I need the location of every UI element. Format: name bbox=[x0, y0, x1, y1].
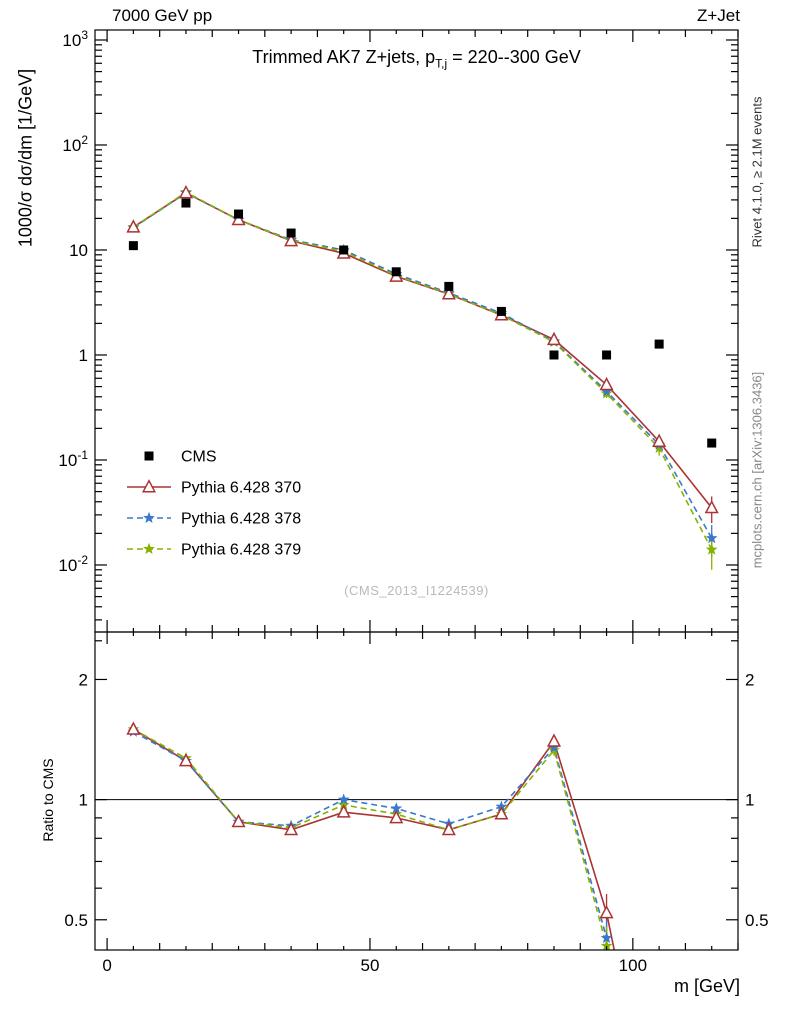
data-marker bbox=[705, 543, 718, 555]
data-marker bbox=[126, 219, 141, 233]
data-marker bbox=[599, 376, 614, 391]
data-marker bbox=[546, 331, 562, 346]
legend-item: CMS bbox=[144, 449, 217, 466]
data-marker bbox=[600, 931, 613, 944]
data-marker bbox=[444, 281, 454, 291]
data-marker bbox=[391, 267, 401, 277]
data-marker bbox=[652, 433, 667, 447]
data-marker bbox=[143, 542, 155, 554]
data-marker bbox=[178, 753, 193, 767]
tick-label: 2 bbox=[745, 670, 754, 689]
process-label: Z+Jet bbox=[697, 6, 740, 25]
data-marker bbox=[704, 499, 719, 514]
legend-label: Pythia 6.428 370 bbox=[181, 480, 301, 497]
data-marker bbox=[231, 813, 246, 828]
data-marker bbox=[178, 184, 193, 199]
data-marker bbox=[546, 733, 562, 747]
ratio-panel-series bbox=[126, 721, 616, 950]
y-axis-label-main: 1000/σ dσ/dm [1/GeV] bbox=[15, 68, 36, 248]
data-marker bbox=[494, 806, 509, 820]
data-marker bbox=[144, 451, 154, 461]
data-marker bbox=[600, 385, 613, 397]
tick-label: 0 bbox=[102, 956, 111, 975]
x-axis-label: m [GeV] bbox=[673, 976, 740, 996]
data-marker bbox=[231, 211, 246, 226]
legend-label: Pythia 6.428 378 bbox=[181, 511, 301, 528]
ratio-panel-frame bbox=[94, 631, 739, 951]
plot-title-post: = 220--300 GeV bbox=[447, 47, 581, 67]
data-marker bbox=[128, 241, 138, 251]
data-marker bbox=[143, 511, 155, 523]
data-marker bbox=[495, 800, 508, 812]
plot-title-pre: Trimmed AK7 Z+jets, p bbox=[252, 47, 436, 67]
data-marker bbox=[390, 802, 403, 814]
data-marker bbox=[286, 228, 296, 238]
data-marker bbox=[141, 479, 157, 493]
data-marker bbox=[707, 438, 717, 448]
data-marker bbox=[549, 350, 559, 360]
tick-label: 100 bbox=[619, 956, 647, 975]
data-marker bbox=[337, 793, 350, 805]
data-marker bbox=[126, 721, 141, 735]
data-marker bbox=[600, 939, 613, 950]
data-marker bbox=[339, 245, 349, 255]
plot-title: Trimmed AK7 Z+jets, pT,j = 220--300 GeV bbox=[95, 47, 738, 71]
mcplots-reference-note: mcplots.cern.ch [arXiv:1306.3436] bbox=[749, 371, 765, 569]
data-marker bbox=[234, 209, 244, 219]
analysis-id-watermark: (CMS_2013_I1224539) bbox=[344, 583, 489, 598]
rivet-version-note: Rivet 4.1.0, ≥ 2.1M events bbox=[749, 96, 765, 248]
data-marker bbox=[705, 532, 718, 544]
y-axis-label-ratio: Ratio to CMS bbox=[40, 758, 56, 842]
data-marker bbox=[653, 441, 665, 453]
legend-label: CMS bbox=[181, 449, 217, 466]
legend-label: Pythia 6.428 379 bbox=[181, 542, 301, 559]
legend: CMS Pythia 6.428 370 Pythia 6.428 378 Pythi… bbox=[127, 449, 301, 559]
data-marker bbox=[548, 741, 560, 753]
tick-label: 50 bbox=[361, 956, 380, 975]
plot-title-subscript: T,j bbox=[435, 56, 448, 71]
data-marker bbox=[599, 905, 614, 919]
tick-label: 1 bbox=[745, 791, 754, 810]
main-panel-series bbox=[126, 184, 719, 570]
data-marker bbox=[602, 350, 612, 360]
legend-item: Pythia 6.428 378 bbox=[127, 511, 301, 528]
data-marker bbox=[496, 306, 506, 316]
tick-label: 10 bbox=[69, 241, 88, 260]
tick-label: 10-1 bbox=[58, 448, 88, 470]
tick-label: 0.5 bbox=[64, 911, 88, 930]
data-marker bbox=[389, 809, 404, 824]
data-marker bbox=[284, 821, 299, 836]
data-marker bbox=[181, 198, 191, 208]
tick-label: 2 bbox=[79, 670, 88, 689]
data-marker bbox=[654, 339, 664, 349]
tick-label: 103 bbox=[62, 28, 88, 50]
data-marker bbox=[441, 821, 456, 836]
tick-label: 0.5 bbox=[745, 911, 769, 930]
data-marker bbox=[337, 798, 350, 810]
legend-item: Pythia 6.428 379 bbox=[127, 542, 301, 559]
tick-label: 1 bbox=[79, 346, 88, 365]
tick-label: 1 bbox=[79, 791, 88, 810]
collision-energy-label: 7000 GeV pp bbox=[112, 6, 213, 25]
data-marker bbox=[336, 804, 351, 818]
tick-label: 10-2 bbox=[58, 553, 88, 575]
data-marker bbox=[441, 286, 456, 300]
legend-item: Pythia 6.428 370 bbox=[127, 479, 301, 497]
data-marker bbox=[284, 233, 299, 247]
tick-label: 102 bbox=[62, 133, 88, 155]
